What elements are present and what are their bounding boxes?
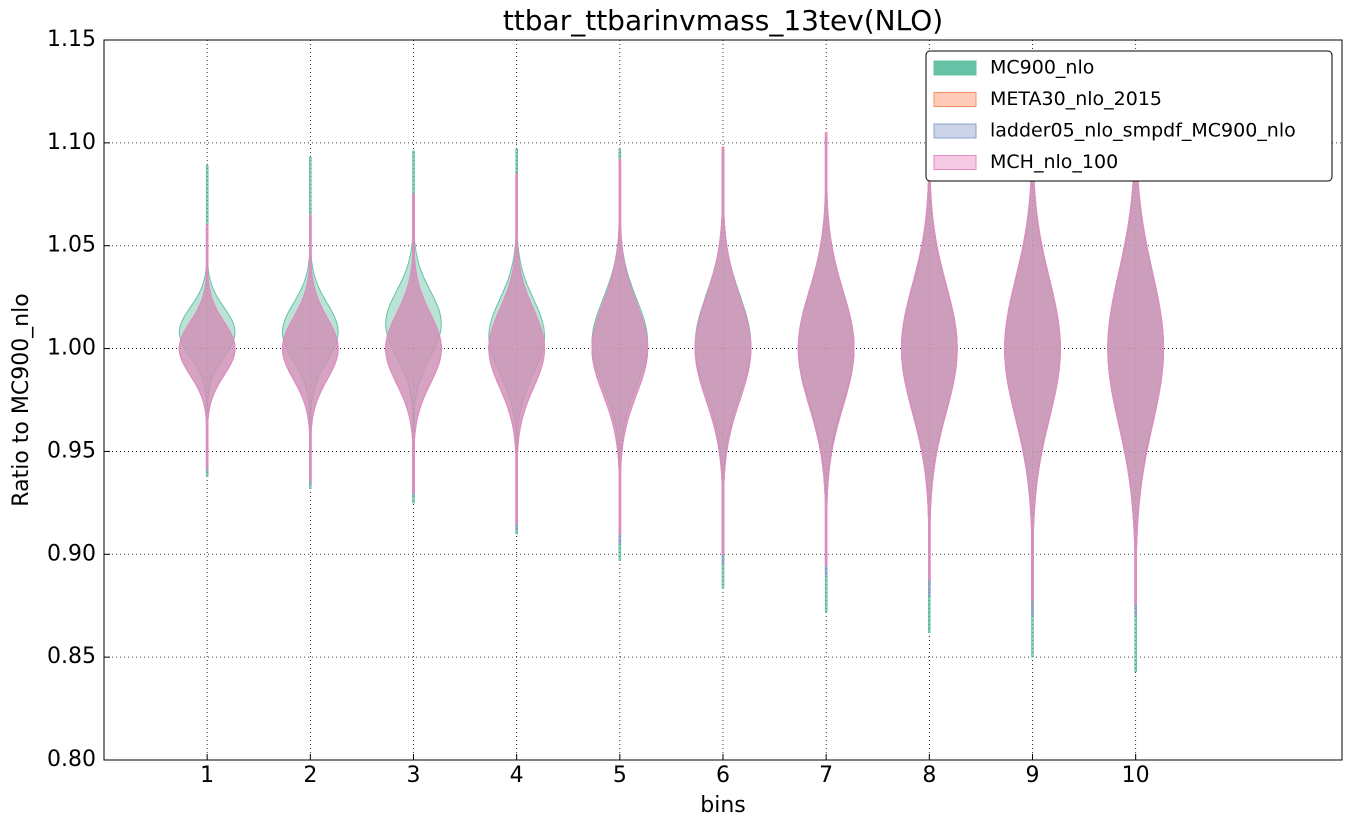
x-tick-label: 8	[922, 763, 936, 788]
chart-title: ttbar_ttbarinvmass_13tev(NLO)	[503, 4, 943, 37]
violin	[1107, 101, 1164, 605]
plot-area	[104, 39, 1342, 761]
x-tick-label: 10	[1122, 763, 1150, 788]
legend-swatch	[933, 123, 977, 139]
legend: MC900_nlo META30_nlo_2015 ladder05_nlo_smp…	[925, 50, 1333, 182]
violin	[488, 173, 546, 524]
x-tick-label: 2	[303, 763, 317, 788]
x-tick-label: 6	[716, 763, 730, 788]
y-tick-label: 0.80	[47, 747, 96, 772]
violin	[281, 214, 339, 481]
violin	[591, 148, 649, 561]
violin	[591, 158, 649, 535]
y-tick-label: 0.85	[47, 644, 96, 669]
violin	[385, 193, 442, 494]
violin	[1004, 101, 1061, 600]
legend-label: ladder05_nlo_smpdf_MC900_nlo	[990, 120, 1296, 142]
violin	[488, 148, 546, 535]
x-tick-label: 3	[407, 763, 421, 788]
violin	[901, 121, 958, 580]
x-tick-label: 1	[200, 763, 214, 788]
violin	[385, 150, 442, 504]
legend-label: META30_nlo_2015	[990, 88, 1162, 110]
violin	[797, 132, 855, 566]
x-axis-label: bins	[700, 793, 745, 818]
legend-label: MCH_nlo_100	[990, 151, 1118, 173]
y-tick-label: 1.00	[47, 336, 96, 361]
x-tick-label: 5	[613, 763, 627, 788]
plot-frame	[103, 39, 1343, 761]
x-tick-label: 4	[510, 763, 524, 788]
legend-swatch	[933, 60, 977, 76]
y-tick-label: 0.90	[47, 541, 96, 566]
violin	[178, 224, 236, 469]
y-tick-label: 0.95	[47, 438, 96, 463]
legend-swatch	[933, 155, 977, 170]
violin	[281, 156, 339, 489]
violin	[694, 146, 752, 555]
x-tick-label: 7	[819, 763, 833, 788]
y-tick-label: 1.05	[47, 233, 96, 258]
y-tick-label: 1.15	[47, 27, 96, 52]
y-axis-label: Ratio to MC900_nlo	[9, 293, 34, 506]
x-tick-label: 9	[1026, 763, 1040, 788]
legend-label: MC900_nlo	[990, 57, 1094, 79]
legend-frame	[925, 50, 1333, 182]
y-tick-label: 1.10	[47, 130, 96, 155]
violin	[694, 146, 752, 588]
legend-swatch	[933, 92, 977, 107]
